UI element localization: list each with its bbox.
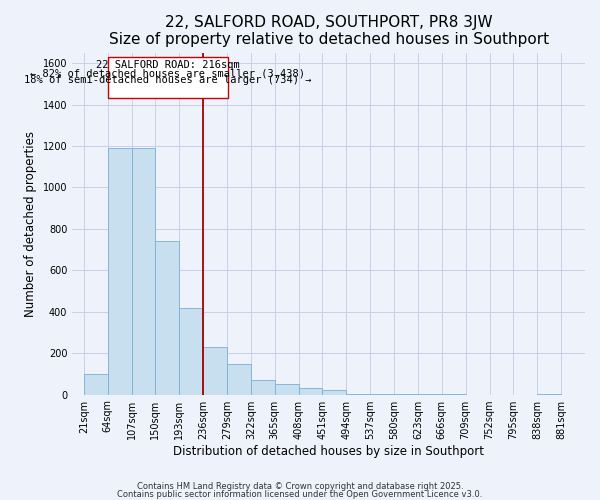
Bar	[203, 347, 227, 395]
Bar	[155, 242, 179, 394]
Bar	[84, 374, 108, 394]
X-axis label: Distribution of detached houses by size in Southport: Distribution of detached houses by size …	[173, 444, 484, 458]
Y-axis label: Number of detached properties: Number of detached properties	[24, 130, 37, 316]
Bar	[322, 390, 346, 394]
Bar	[108, 148, 131, 394]
Bar	[275, 384, 299, 394]
Bar	[251, 380, 275, 394]
Text: ← 82% of detached houses are smaller (3,438): ← 82% of detached houses are smaller (3,…	[30, 68, 305, 78]
Bar	[299, 388, 322, 394]
Bar	[131, 148, 155, 394]
Text: Contains HM Land Registry data © Crown copyright and database right 2025.: Contains HM Land Registry data © Crown c…	[137, 482, 463, 491]
Title: 22, SALFORD ROAD, SOUTHPORT, PR8 3JW
Size of property relative to detached house: 22, SALFORD ROAD, SOUTHPORT, PR8 3JW Siz…	[109, 15, 548, 48]
Text: 22 SALFORD ROAD: 216sqm: 22 SALFORD ROAD: 216sqm	[96, 60, 239, 70]
Text: Contains public sector information licensed under the Open Government Licence v3: Contains public sector information licen…	[118, 490, 482, 499]
Bar	[179, 308, 203, 394]
Bar	[227, 364, 251, 394]
Text: 18% of semi-detached houses are larger (734) →: 18% of semi-detached houses are larger (…	[24, 75, 311, 85]
FancyBboxPatch shape	[108, 57, 227, 98]
